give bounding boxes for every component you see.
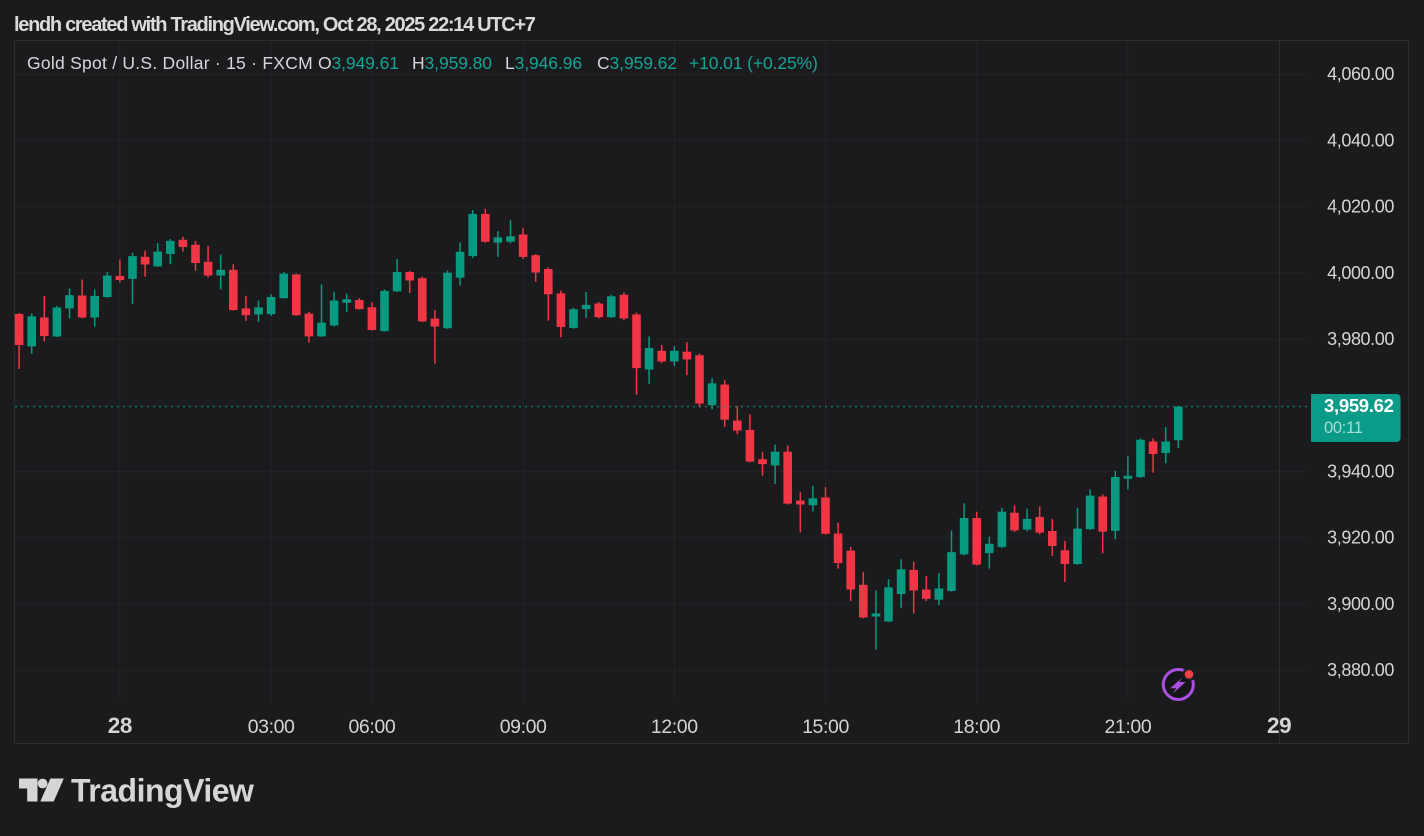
svg-text:lendh created with TradingView: lendh created with TradingView.com, Oct … [14, 14, 536, 36]
svg-text:H3,959.80: H3,959.80 [412, 53, 492, 73]
svg-text:4,060.00: 4,060.00 [1327, 64, 1394, 84]
svg-text:00:11: 00:11 [1324, 419, 1363, 437]
svg-text:4,040.00: 4,040.00 [1327, 130, 1394, 150]
svg-text:18:00: 18:00 [953, 716, 1000, 738]
svg-text:3,900.00: 3,900.00 [1327, 594, 1394, 614]
svg-text:4,000.00: 4,000.00 [1327, 263, 1394, 283]
svg-text:28: 28 [108, 713, 132, 738]
svg-text:03:00: 03:00 [248, 716, 295, 738]
svg-text:21:00: 21:00 [1104, 716, 1151, 738]
svg-text:Gold Spot / U.S. Dollar · 15 ·: Gold Spot / U.S. Dollar · 15 · FXCM [27, 53, 313, 73]
svg-text:3,959.62: 3,959.62 [1324, 395, 1394, 416]
svg-text:29: 29 [1267, 713, 1291, 738]
svg-text:+10.01 (+0.25%): +10.01 (+0.25%) [689, 53, 818, 73]
svg-text:09:00: 09:00 [500, 716, 547, 738]
svg-text:3,880.00: 3,880.00 [1327, 660, 1394, 680]
svg-text:L3,946.96: L3,946.96 [505, 53, 582, 73]
svg-text:3,940.00: 3,940.00 [1327, 461, 1394, 481]
svg-text:O3,949.61: O3,949.61 [318, 53, 399, 73]
svg-text:4,020.00: 4,020.00 [1327, 197, 1394, 217]
svg-text:3,920.00: 3,920.00 [1327, 528, 1394, 548]
svg-text:C3,959.62: C3,959.62 [597, 53, 677, 73]
svg-text:15:00: 15:00 [802, 716, 849, 738]
svg-text:06:00: 06:00 [348, 716, 395, 738]
svg-text:12:00: 12:00 [651, 716, 698, 738]
svg-text:TradingView: TradingView [71, 773, 254, 809]
svg-text:3,980.00: 3,980.00 [1327, 329, 1394, 349]
